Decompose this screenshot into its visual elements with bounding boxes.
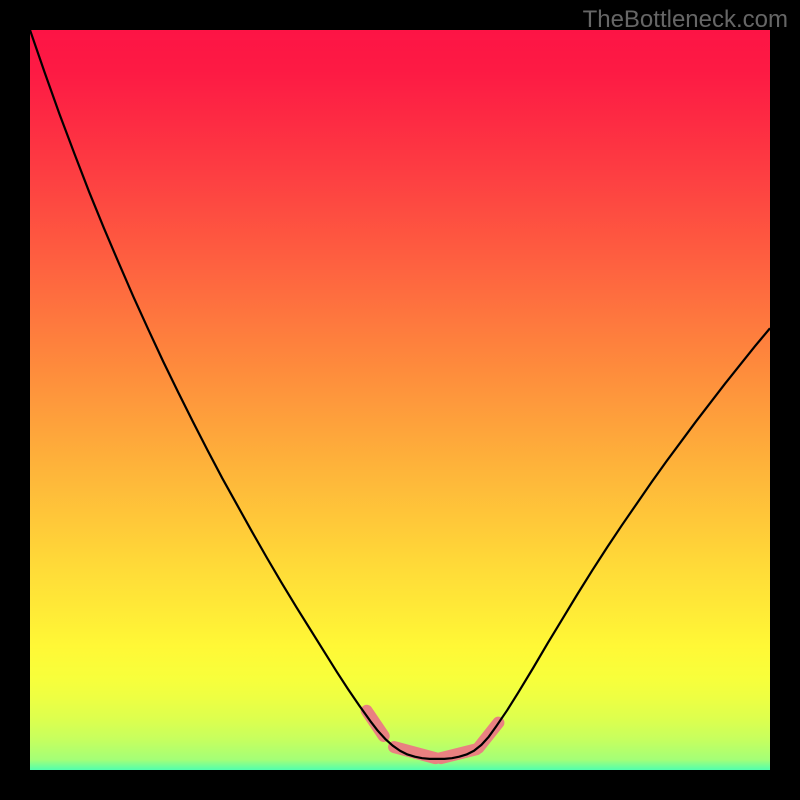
watermark-text: TheBottleneck.com <box>583 6 788 34</box>
gradient-background <box>30 30 770 770</box>
chart-container: TheBottleneck.com <box>0 0 800 800</box>
